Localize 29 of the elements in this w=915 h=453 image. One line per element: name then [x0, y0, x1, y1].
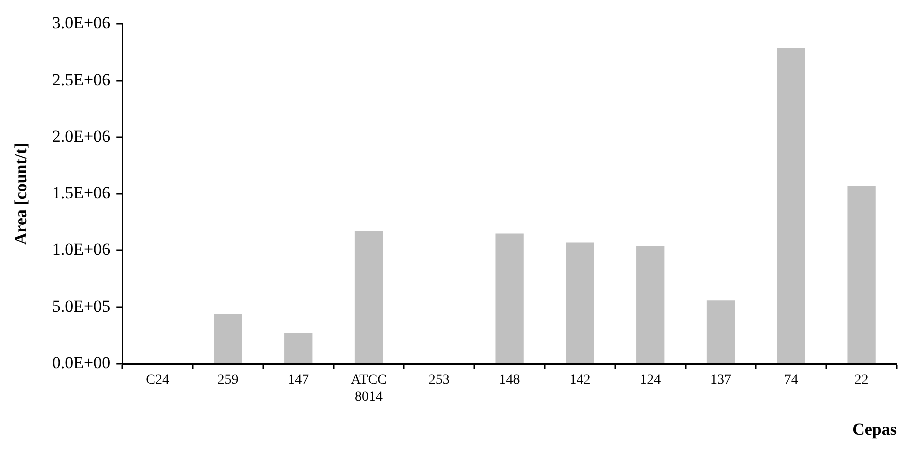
bar [354, 231, 384, 364]
x-tick-label: C24 [146, 373, 170, 388]
bar [706, 300, 736, 364]
bar [848, 186, 876, 364]
x-tick-label: 253 [428, 373, 450, 388]
y-tick-label: 1.5E+06 [52, 184, 111, 203]
x-tick-label: 22 [854, 373, 869, 388]
x-tick-label: 142 [570, 373, 591, 388]
y-axis-title: Area [count/t] [12, 143, 31, 246]
x-tick-label: 124 [640, 373, 662, 388]
x-tick-label: 147 [288, 373, 310, 388]
bar [777, 48, 806, 364]
x-tick-label: 259 [218, 373, 239, 388]
bar [496, 234, 524, 364]
y-tick-label: 2.0E+06 [52, 126, 111, 146]
bar [214, 314, 242, 364]
x-tick-label: 148 [499, 373, 520, 388]
y-tick-label: 3.0E+06 [52, 14, 111, 33]
bar [566, 242, 594, 364]
x-tick-label: 74 [784, 373, 798, 388]
x-axis-title: Cepas [852, 420, 898, 440]
bar [284, 333, 313, 364]
y-tick-label: 0.0E+00 [52, 353, 111, 372]
y-tick-label: 1.0E+06 [52, 240, 111, 260]
x-tick-label: 137 [710, 373, 732, 388]
bar [636, 246, 665, 364]
y-tick-label: 2.5E+06 [52, 70, 111, 90]
x-tick-label: ATCC 8014 [351, 373, 387, 405]
y-tick-label: 5.0E+05 [52, 296, 111, 316]
